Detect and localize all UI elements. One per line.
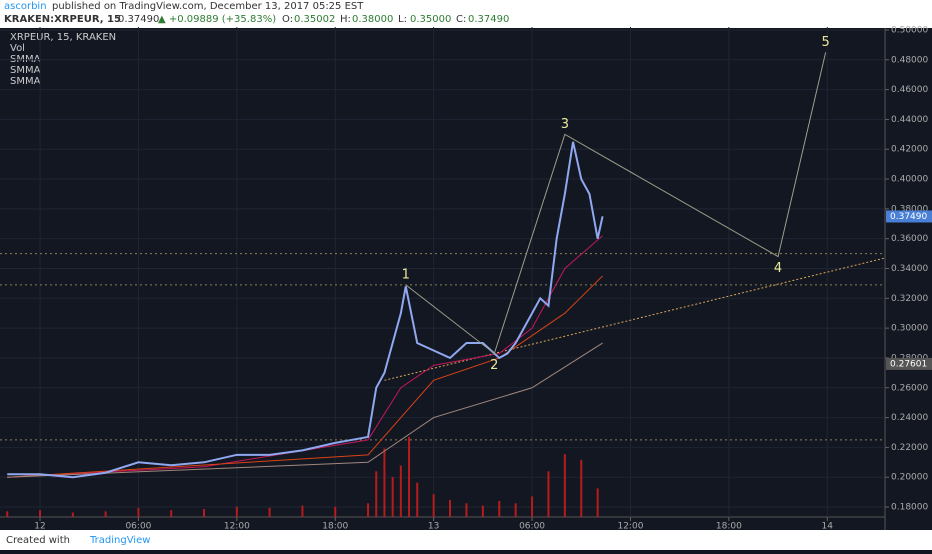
footer-bg (0, 530, 932, 550)
smma-line (7, 235, 603, 478)
smma-line (7, 342, 603, 478)
volume-bar (449, 499, 452, 517)
y-tick-label: 0.40000 (891, 175, 928, 185)
ohlc: O: 0.35002 H: 0.38000 L: 0.35000 C: 0.37490 (282, 14, 509, 25)
y-tick-label: 0.22000 (891, 443, 928, 453)
symbol: KRAKEN:XRPEUR, 15 (4, 14, 121, 25)
y-tick-label: 0.18000 (891, 503, 928, 513)
volume-bar (432, 494, 435, 517)
ohlc-item: 0.37490 (468, 14, 509, 25)
ohlc-item: 0.35002 (294, 14, 335, 25)
y-tick-label: 0.20000 (891, 473, 928, 483)
price-label-bg (886, 210, 932, 223)
volume-bar (375, 471, 378, 517)
volume-bar (563, 454, 566, 517)
wave-line (405, 52, 827, 355)
x-tick-label: 12:00 (224, 522, 250, 532)
volume-bar (71, 512, 74, 517)
price-label-bg (886, 357, 932, 370)
last: 0.37490 (118, 14, 159, 25)
volume-bar (367, 503, 370, 517)
header-bg (0, 0, 932, 28)
volume-bar (104, 511, 107, 517)
brand[interactable]: TradingView (89, 535, 150, 546)
ohlc-item: H: (340, 14, 351, 25)
y-tick-label: 0.46000 (891, 85, 928, 95)
y-tick-label: 0.24000 (891, 413, 928, 423)
ohlc-item: C: (456, 14, 466, 25)
y-tick-label: 0.32000 (891, 294, 928, 304)
volume-bar (137, 507, 140, 517)
wave-label: 1 (402, 267, 410, 282)
ohlc-item: 0.35000 (410, 14, 451, 25)
change: ▲ +0.09889 (+35.83%) (158, 14, 276, 25)
wave-label: 4 (774, 261, 782, 276)
volume-bar (334, 506, 337, 517)
volume-bar (39, 510, 42, 517)
volume-bar (498, 501, 501, 517)
volume-bar (416, 482, 419, 517)
volume-bar (547, 471, 550, 517)
x-tick-label: 12 (34, 522, 45, 532)
volume-bar (203, 509, 206, 517)
y-tick-label: 0.50000 (891, 25, 928, 35)
wave-label: 2 (490, 358, 498, 373)
price-line (7, 141, 604, 479)
volume-bar (391, 477, 394, 517)
volume-bar (301, 505, 304, 517)
volume-bar (465, 503, 468, 517)
x-tick-label: 06:00 (125, 522, 151, 532)
legend-title: XRPEUR, 15, KRAKEN (10, 32, 116, 43)
y-tick-label: 0.30000 (891, 324, 928, 334)
x-tick-label: 14 (822, 522, 834, 532)
x-tick-label: 18:00 (716, 522, 742, 532)
x-tick-label: 18:00 (322, 522, 348, 532)
price-label: 0.27601 (890, 359, 927, 369)
volume-bar (268, 507, 271, 517)
wave-label: 3 (561, 117, 569, 132)
smma-line (7, 275, 603, 478)
volume-bar (531, 496, 534, 517)
x-tick-label: 13 (428, 522, 439, 532)
wave-label: 5 (821, 35, 829, 50)
volume-bar (170, 510, 173, 517)
trendline (384, 257, 885, 381)
y-tick-label: 0.36000 (891, 234, 928, 244)
ohlc-item: O: (282, 14, 293, 25)
legend-vol: Vol (10, 43, 25, 54)
volume-bar (235, 506, 238, 517)
volume-bar (481, 505, 484, 517)
y-tick-label: 0.34000 (891, 264, 928, 274)
y-tick-label: 0.42000 (891, 145, 928, 155)
x-tick-label: 12:00 (617, 522, 643, 532)
volume-bar (514, 503, 517, 517)
x-tick-label: 06:00 (519, 522, 545, 532)
volume-bar (408, 437, 411, 517)
volume-bar (383, 448, 386, 517)
created: Created with (6, 535, 70, 546)
volume-bar (399, 465, 402, 517)
y-tick-label: 0.38000 (891, 204, 928, 214)
legend-smma: SMMA (10, 65, 41, 76)
author[interactable]: ascorbin (4, 1, 47, 12)
legend-smma: SMMA (10, 76, 41, 87)
y-tick-label: 0.44000 (891, 115, 928, 125)
y-tick-label: 0.48000 (891, 55, 928, 65)
ohlc-item: L: (398, 14, 407, 25)
volume-bar (596, 488, 599, 517)
volume-bar (580, 459, 583, 517)
ohlc-item: 0.38000 (352, 14, 393, 25)
price-label: 0.37490 (890, 212, 927, 222)
volume-bar (6, 511, 9, 517)
published: published on TradingView.com, December 1… (52, 1, 364, 12)
y-tick-label: 0.26000 (891, 383, 928, 393)
